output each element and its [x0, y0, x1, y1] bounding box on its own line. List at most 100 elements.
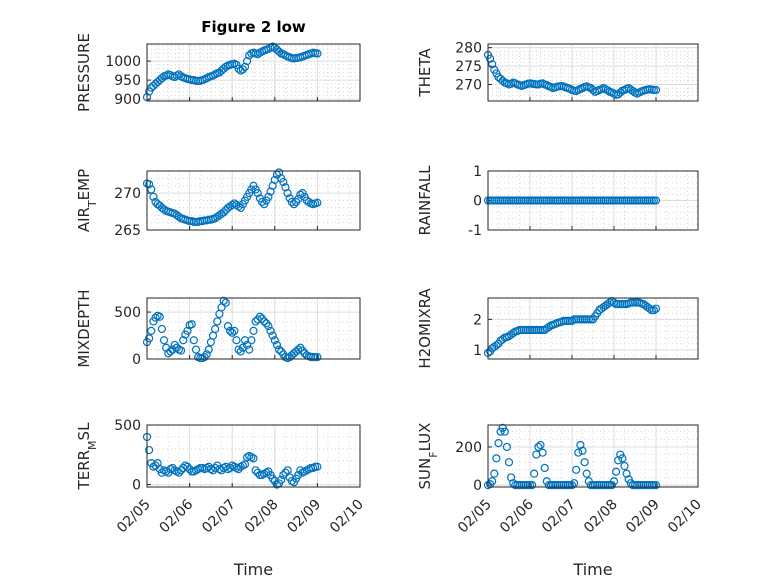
- data-point: [232, 336, 241, 345]
- y-tick-label: 270: [455, 77, 482, 93]
- data-point: [202, 350, 211, 359]
- data-point: [176, 466, 186, 475]
- data-point: [145, 180, 154, 189]
- data-point: [616, 88, 625, 97]
- data-point: [253, 189, 262, 198]
- y-tick-label: -1: [468, 223, 482, 239]
- data-point: [168, 345, 177, 354]
- data-point: [255, 312, 264, 321]
- data-point: [187, 320, 196, 329]
- x-tick-label: 02/08: [242, 497, 282, 537]
- y-tick-label: 500: [114, 418, 141, 434]
- x-tick-label: 02/09: [623, 497, 663, 537]
- data-point: [614, 456, 623, 465]
- axes-frame: [487, 297, 699, 360]
- data-point: [313, 462, 322, 471]
- subplot-5: 0 500 MIXDEPTH: [75, 289, 361, 368]
- y-tick-label: 0: [473, 478, 482, 494]
- data-point: [230, 326, 239, 335]
- data-point: [279, 177, 288, 187]
- data-point: [174, 468, 184, 477]
- data-point: [576, 440, 585, 450]
- x-axis-label: Time: [572, 560, 612, 579]
- axes-frame: [146, 43, 361, 102]
- data-point: [243, 340, 252, 350]
- data-point: [264, 322, 273, 331]
- data-point: [234, 202, 243, 211]
- data-point: [509, 328, 518, 338]
- data-point: [247, 336, 256, 345]
- data-point: [574, 448, 583, 457]
- data-point: [578, 446, 587, 455]
- data-point: [274, 47, 284, 56]
- data-point: [225, 326, 235, 335]
- y-axis-label: SUNFLUX: [416, 423, 440, 490]
- subplot-3: 265 270 AIRTEMP: [75, 168, 361, 239]
- y-axis-label: RAINFALL: [416, 165, 434, 236]
- data-point: [300, 349, 309, 358]
- data-point: [159, 336, 169, 345]
- data-point: [289, 200, 299, 209]
- data-point: [651, 85, 661, 95]
- data-point: [157, 324, 167, 334]
- data-point: [283, 189, 292, 198]
- y-tick-label: 270: [114, 186, 141, 202]
- data-point: [277, 475, 286, 484]
- data-point: [313, 353, 322, 362]
- data-point: [145, 445, 154, 455]
- data-point: [488, 60, 497, 69]
- y-tick-label: 0: [132, 478, 141, 494]
- x-tick-label: 02/06: [157, 496, 197, 536]
- data-point: [287, 197, 296, 207]
- axes-frame: [487, 424, 699, 488]
- data-point: [588, 85, 598, 95]
- axes-frame: [487, 43, 699, 102]
- axes-frame: [487, 170, 699, 231]
- data-point: [240, 62, 250, 71]
- data-point: [240, 336, 250, 345]
- axes-frame: [146, 170, 361, 231]
- data-point: [151, 313, 160, 322]
- data-point: [266, 326, 275, 335]
- data-point: [544, 322, 554, 332]
- subplot-7: 0 500 TERRMSL 02/05 02/06 02/07 02/08 02/09 02/1…: [75, 418, 367, 579]
- data-point: [191, 345, 201, 354]
- x-tick-label: 02/08: [581, 497, 621, 537]
- data-point: [490, 469, 499, 478]
- data-point: [618, 454, 627, 463]
- data-point: [572, 465, 581, 474]
- data-point: [183, 326, 192, 335]
- y-tick-label: 1: [473, 164, 482, 180]
- y-tick-label: 280: [455, 41, 482, 57]
- data-point: [649, 306, 659, 315]
- chart-title: Figure 2 low: [201, 18, 306, 36]
- y-tick-label: 0: [473, 194, 482, 210]
- data-point: [492, 341, 501, 350]
- data-point: [538, 448, 547, 457]
- axes-frame: [146, 297, 361, 360]
- data-point: [622, 469, 631, 478]
- data-point: [240, 460, 250, 469]
- y-tick-label: 1: [473, 343, 482, 359]
- y-tick-label: 265: [114, 223, 141, 239]
- x-tick-label: 02/10: [327, 497, 367, 537]
- data-point: [611, 467, 621, 476]
- data-point: [603, 86, 612, 95]
- y-axis-label: AIRTEMP: [75, 169, 99, 232]
- data-point: [257, 197, 267, 207]
- axes-frame: [146, 424, 361, 488]
- subplot-8: 0 200 SUNFLUX 02/05 02/06 02/07 02/08 02/09 02/1…: [416, 423, 705, 579]
- data-point: [651, 480, 661, 490]
- data-point: [567, 480, 577, 490]
- x-tick-label: 02/10: [665, 497, 705, 537]
- data-point: [176, 346, 186, 355]
- data-point: [189, 336, 198, 345]
- data-point: [225, 463, 235, 473]
- data-point: [157, 74, 167, 83]
- x-tick-label: 02/05: [455, 497, 495, 537]
- x-tick-label: 02/09: [284, 497, 324, 537]
- data-point: [651, 304, 661, 313]
- data-point: [234, 345, 243, 354]
